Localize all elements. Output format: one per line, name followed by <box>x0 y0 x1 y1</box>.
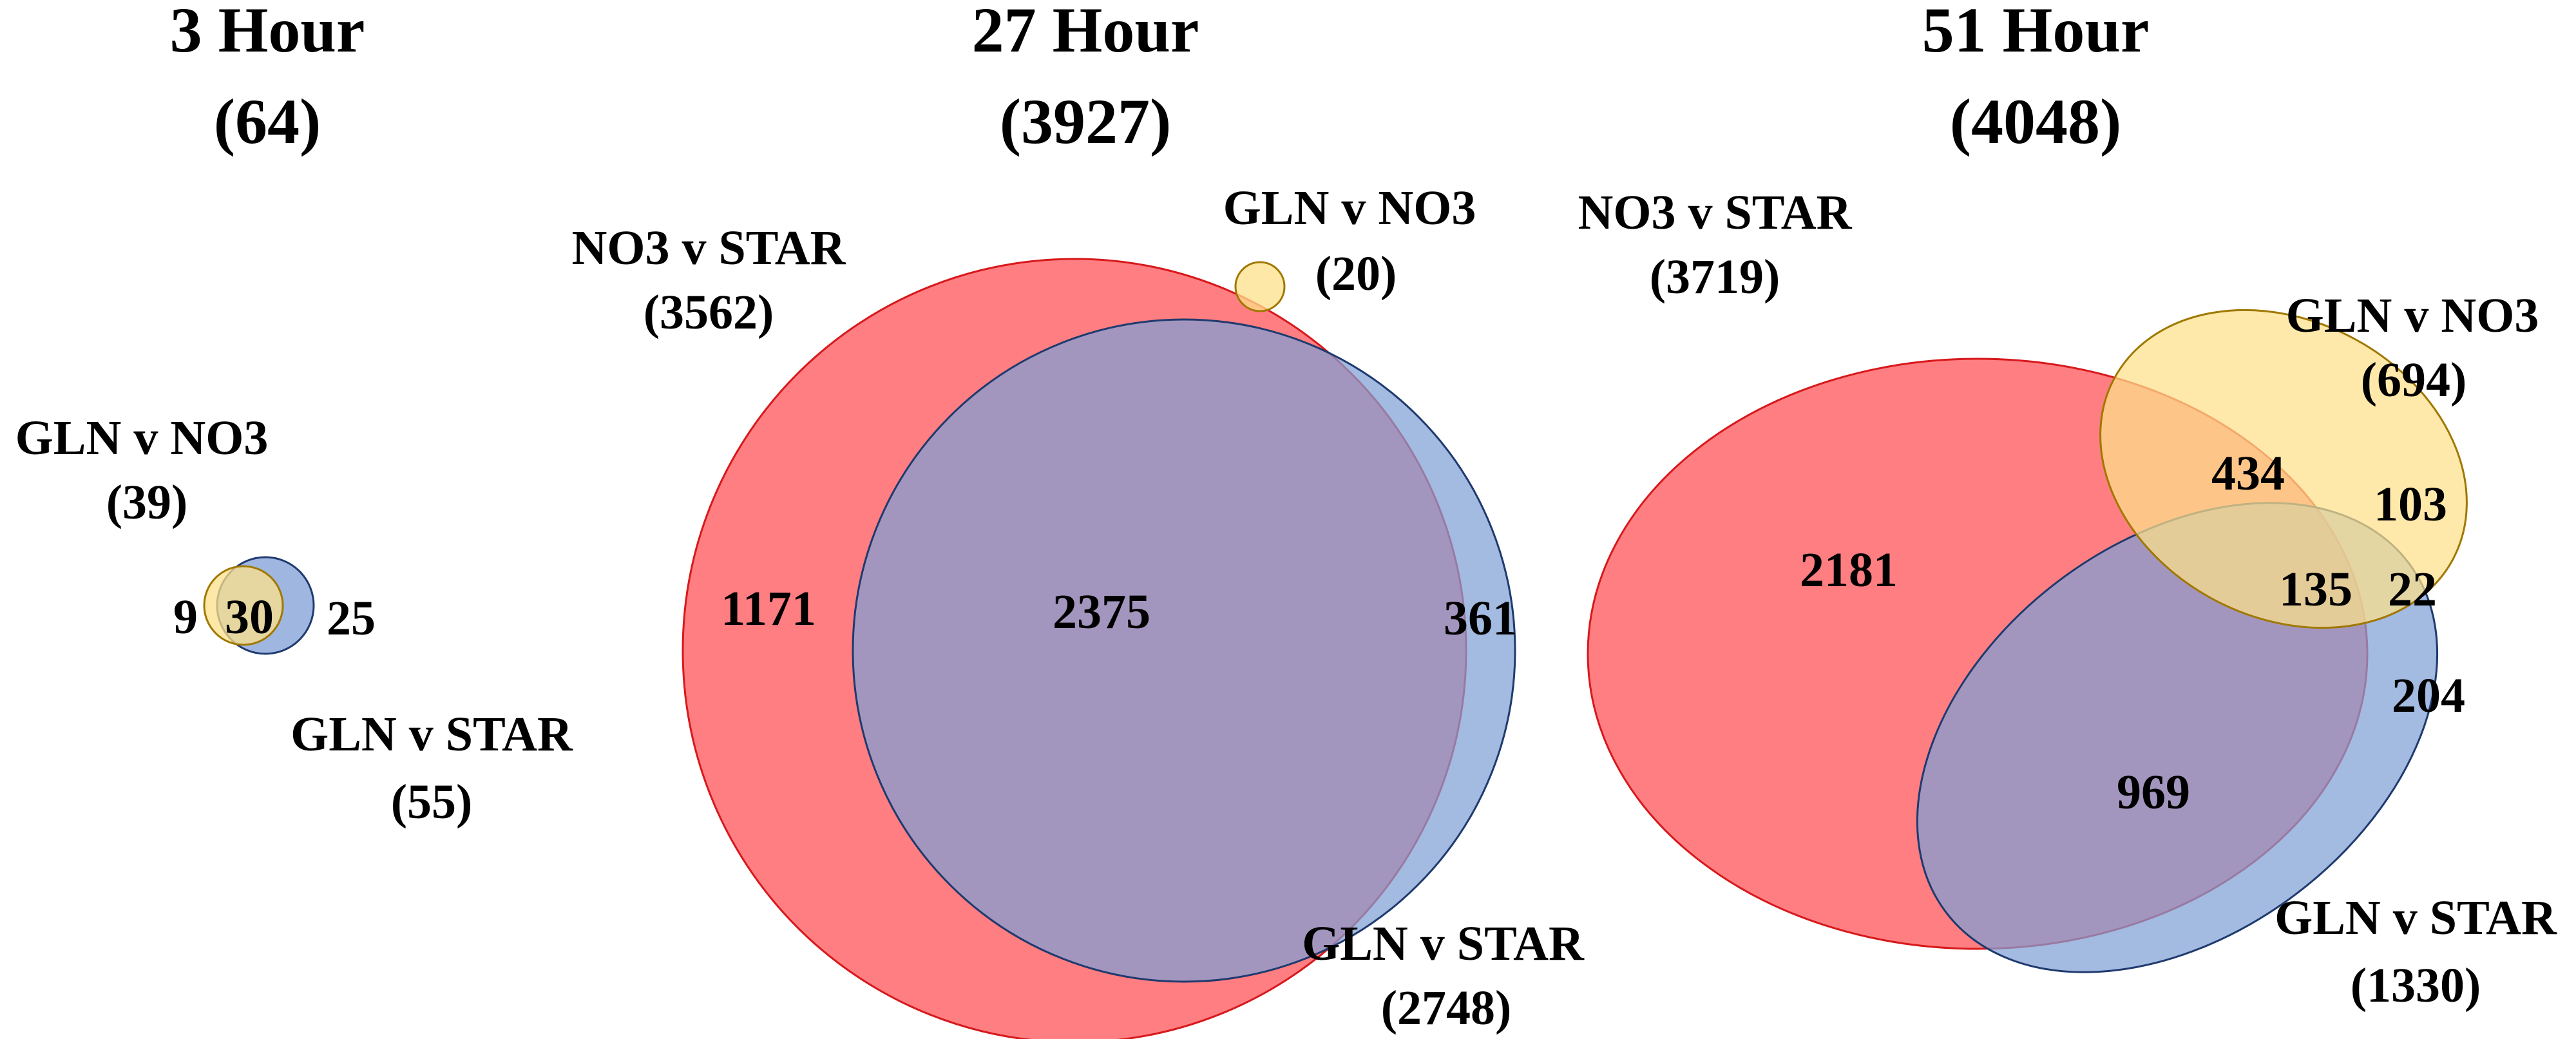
set-name-gln-v-star-27h: GLN v STAR <box>1302 917 1585 971</box>
region-gln-no3-and-gln-star-51h: 22 <box>2388 562 2437 616</box>
set-circle-gln-v-no3-27h <box>1234 261 1286 312</box>
set-name-no3-v-star-27h: NO3 v STAR <box>571 221 846 275</box>
set-count-gln-v-no3-51h: (694) <box>2361 353 2467 407</box>
set-count-gln-v-star-3h: (55) <box>391 775 473 829</box>
panel-3-hour: 3 Hour (64) GLN v NO3 (39) 9 30 25 GLN v… <box>15 0 573 829</box>
region-no3-v-star-only-27h: 1171 <box>721 582 816 636</box>
set-ellipse-gln-v-no3-51h <box>2099 309 2468 629</box>
region-no3-v-star-only-51h: 2181 <box>1800 543 1898 597</box>
set-count-no3-v-star-51h: (3719) <box>1650 250 1780 304</box>
region-gln-v-star-only-51h: 204 <box>2392 669 2465 723</box>
region-no3-star-and-gln-no3-51h: 434 <box>2211 446 2285 500</box>
region-all-three-51h: 135 <box>2279 562 2352 616</box>
set-count-gln-v-no3-3h: (39) <box>106 475 188 529</box>
panel-total-3-hour: (64) <box>214 86 321 157</box>
set-count-no3-v-star-27h: (3562) <box>644 285 774 339</box>
region-gln-v-no3-only-51h: 103 <box>2374 477 2447 531</box>
set-circle-gln-v-star-27h <box>852 318 1516 983</box>
region-gln-overlap-3h: 30 <box>225 590 274 644</box>
panel-title-51-hour: 51 Hour <box>1922 0 2150 66</box>
set-count-gln-v-star-27h: (2748) <box>1381 981 1512 1035</box>
panel-title-3-hour: 3 Hour <box>170 0 365 66</box>
set-name-gln-v-no3-51h: GLN v NO3 <box>2286 289 2539 343</box>
set-name-no3-v-star-51h: NO3 v STAR <box>1578 186 1852 240</box>
region-gln-v-no3-only-3h: 9 <box>173 590 198 644</box>
set-circle-gln-v-no3-3h <box>203 565 284 646</box>
set-name-gln-v-star-3h: GLN v STAR <box>291 707 573 761</box>
set-name-gln-v-no3-3h: GLN v NO3 <box>15 411 269 465</box>
set-count-gln-v-star-51h: (1330) <box>2351 958 2481 1013</box>
set-count-gln-v-no3-27h: (20) <box>1315 247 1397 301</box>
set-name-gln-v-no3-27h: GLN v NO3 <box>1223 181 1476 235</box>
panel-total-27-hour: (3927) <box>1000 86 1172 157</box>
panel-27-hour: 27 Hour (3927) NO3 v STAR (3562) GLN v N… <box>571 0 1585 1039</box>
region-no3-star-and-gln-star-27h: 2375 <box>1053 585 1150 639</box>
set-name-gln-v-star-51h: GLN v STAR <box>2275 891 2557 945</box>
region-gln-v-star-only-3h: 25 <box>327 591 376 645</box>
panel-title-27-hour: 27 Hour <box>972 0 1199 66</box>
panel-total-51-hour: (4048) <box>1950 86 2122 157</box>
panel-51-hour: 51 Hour (4048) NO3 v STAR (3719) GLN v N… <box>1578 0 2557 1013</box>
region-gln-v-star-only-27h: 361 <box>1444 591 1517 645</box>
region-no3-star-and-gln-star-51h: 969 <box>2117 765 2190 819</box>
